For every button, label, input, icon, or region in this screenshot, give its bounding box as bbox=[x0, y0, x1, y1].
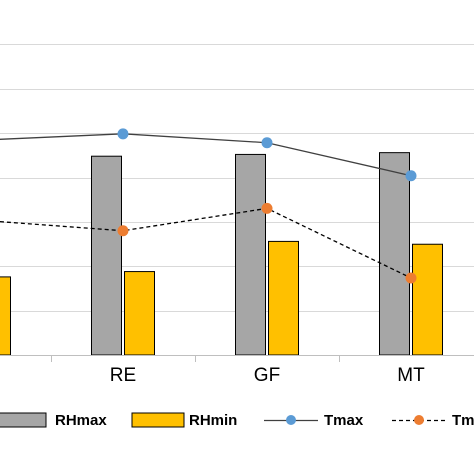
bar-rhmin-mt bbox=[412, 243, 443, 356]
bar-rhmin-re bbox=[124, 271, 155, 356]
point-tmax-mt bbox=[405, 170, 417, 182]
x-tick-label-mt: MT bbox=[397, 365, 425, 386]
point-tmin-mt bbox=[405, 272, 417, 284]
legend-marker-tmin bbox=[414, 415, 424, 425]
point-tmax-re bbox=[117, 128, 129, 140]
x-tick-label-gf: GF bbox=[254, 365, 280, 386]
series-lines bbox=[0, 128, 417, 284]
x-tick-labels: PHREGFMT bbox=[110, 365, 425, 386]
bar-rhmax-mt bbox=[379, 152, 410, 356]
line-tmin bbox=[0, 207, 412, 279]
legend-label-rhmin: RHmin bbox=[189, 412, 237, 429]
x-tick-label-re: RE bbox=[110, 365, 136, 386]
bar-rhmax-gf bbox=[235, 153, 266, 356]
legend-label-tmin: Tm bbox=[452, 412, 474, 429]
legend-marker-tmax bbox=[286, 415, 296, 425]
point-tmax-gf bbox=[261, 137, 273, 149]
point-tmin-gf bbox=[261, 202, 273, 214]
x-axis bbox=[0, 355, 474, 362]
legend-swatch-rhmin bbox=[131, 412, 185, 428]
bar-rhmin-gf bbox=[268, 240, 299, 356]
line-tmax bbox=[0, 133, 412, 177]
legend-label-rhmax: RHmax bbox=[55, 412, 107, 429]
bar-rhmin-ph bbox=[0, 276, 11, 356]
legend-swatch-rhmax bbox=[0, 412, 47, 428]
bar-rhmax-re bbox=[91, 155, 122, 356]
legend-label-tmax: Tmax bbox=[324, 412, 364, 429]
legend: RHmax RHmin Tmax Tm bbox=[0, 412, 474, 429]
bars bbox=[0, 152, 443, 356]
point-tmin-re bbox=[117, 225, 129, 237]
